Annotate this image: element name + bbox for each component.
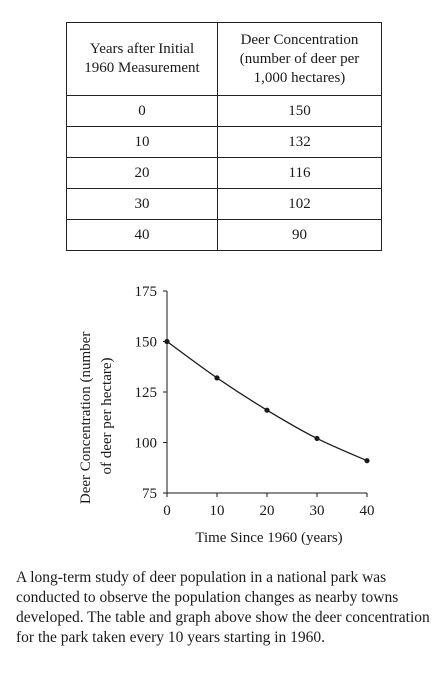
x-axis-label: Time Since 1960 (years) xyxy=(195,530,342,546)
table-row: 10 132 xyxy=(66,126,382,158)
years-header-line: Years after Initial xyxy=(89,41,195,57)
table-row: 0 150 xyxy=(66,95,382,127)
description-paragraph: A long-term study of deer population in … xyxy=(16,569,430,646)
concentration-cell: 150 xyxy=(217,95,382,127)
series-line xyxy=(166,340,368,462)
data-point xyxy=(314,435,320,442)
data-point xyxy=(164,338,170,345)
data-point xyxy=(264,407,270,413)
y-tick-label: 75 xyxy=(142,486,157,502)
concentration-cell: 102 xyxy=(217,188,382,220)
table-header-row: Years after Initial 1960 Measurement Dee… xyxy=(66,22,382,96)
y-axis-label-line: Deer Concentration (number xyxy=(78,332,94,504)
x-tick-label: 40 xyxy=(360,503,375,519)
y-tick-label: 175 xyxy=(135,284,158,300)
x-tick-label: 20 xyxy=(260,503,275,519)
years-cell: 40 xyxy=(66,219,218,251)
plot-area: 75 100 125 150 175 0 10 20 30 40 xyxy=(135,284,375,519)
y-axis-label: Deer Concentration (number of deer per h… xyxy=(78,328,115,504)
deer-concentration-chart: Deer Concentration (number of deer per h… xyxy=(78,284,375,546)
concentration-header: Deer Concentration (number of deer per 1… xyxy=(217,22,382,96)
years-cell: 20 xyxy=(66,157,218,189)
concentration-cell: 90 xyxy=(217,219,382,251)
table-row: 40 90 xyxy=(66,219,382,251)
table-row: 30 102 xyxy=(66,188,382,220)
data-point xyxy=(214,375,220,381)
concentration-header-line: 1,000 hectares) xyxy=(253,69,346,86)
y-tick-label: 125 xyxy=(135,385,158,401)
years-header-line: 1960 Measurement xyxy=(84,60,200,76)
deer-concentration-table: Years after Initial 1960 Measurement Dee… xyxy=(66,22,382,251)
years-cell: 0 xyxy=(66,95,218,127)
years-cell: 10 xyxy=(66,126,218,158)
data-point xyxy=(364,458,370,464)
x-tick-label: 30 xyxy=(310,503,325,519)
years-cell: 30 xyxy=(66,188,218,220)
y-tick-label: 100 xyxy=(135,436,158,452)
y-tick-label: 150 xyxy=(135,335,158,351)
table-row: 20 116 xyxy=(66,157,382,189)
concentration-cell: 132 xyxy=(217,126,382,158)
concentration-header-line: Deer Concentration xyxy=(240,31,359,48)
years-header: Years after Initial 1960 Measurement xyxy=(66,22,218,96)
x-tick-label: 10 xyxy=(210,503,225,519)
concentration-header-line: (number of deer per xyxy=(239,50,360,67)
y-axis-label-line: of deer per hectare) xyxy=(99,357,115,474)
concentration-cell: 116 xyxy=(217,157,382,189)
x-tick-label: 0 xyxy=(163,503,171,519)
